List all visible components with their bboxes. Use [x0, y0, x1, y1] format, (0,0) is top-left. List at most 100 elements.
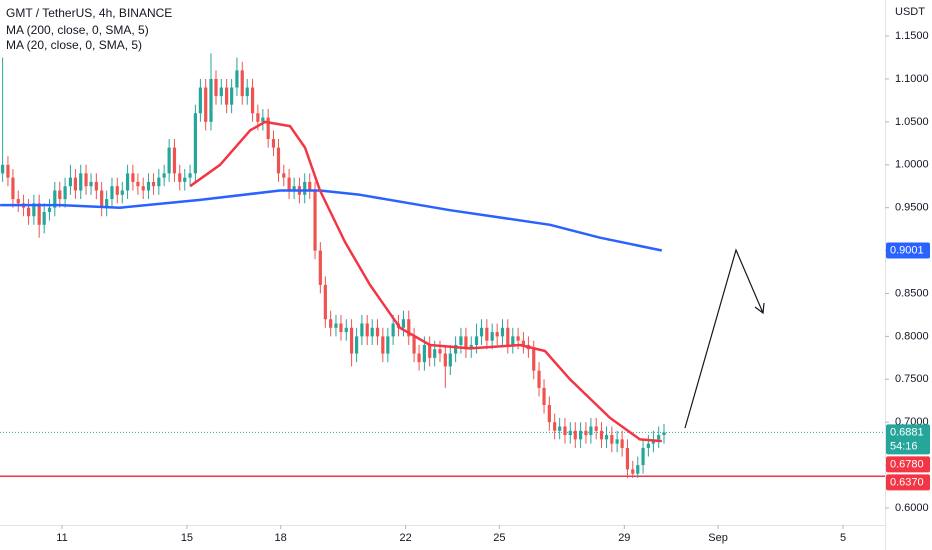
candle-body — [428, 344, 432, 358]
candle-body — [266, 117, 270, 140]
candle-body — [547, 405, 551, 423]
y-tick-label: 0.8500 — [895, 287, 929, 299]
candle-body — [438, 349, 442, 354]
candle-body — [250, 87, 255, 114]
candle-body — [646, 443, 650, 448]
candle-body — [136, 181, 140, 187]
candle-body — [490, 332, 494, 341]
candle-body — [631, 469, 635, 474]
candle-body — [381, 336, 385, 354]
candle-body — [662, 432, 666, 436]
candle-body — [256, 113, 260, 122]
candle-body — [79, 173, 83, 191]
candle-body — [500, 327, 505, 337]
candle-body — [641, 447, 645, 466]
candle-body — [100, 190, 104, 208]
candle-body — [125, 173, 130, 191]
candle-body — [32, 203, 36, 217]
candle-body — [334, 323, 338, 328]
candle-body — [292, 186, 296, 191]
candle-body — [349, 327, 354, 354]
legend-ma200: MA (200, close, 0, SMA, 5) — [6, 23, 149, 37]
candle-body — [615, 439, 619, 444]
candle-body — [178, 173, 182, 182]
x-tick-label: 15 — [181, 532, 193, 544]
candle-body — [433, 349, 437, 358]
price-label-box — [886, 456, 930, 473]
chart-title: GMT / TetherUS, 4h, BINANCE — [6, 6, 172, 20]
candle-body — [198, 87, 202, 114]
candle-body — [459, 336, 463, 345]
candle-body — [303, 181, 307, 195]
candle-body — [245, 87, 249, 97]
candle-body — [589, 426, 593, 436]
candle-body — [183, 177, 187, 182]
candle-body — [240, 70, 244, 97]
candle-body — [94, 181, 98, 191]
candle-body — [599, 430, 604, 440]
candle-body — [610, 435, 614, 444]
candle-body — [16, 199, 20, 204]
candle-body — [162, 173, 166, 178]
candle-body — [521, 340, 526, 345]
candle-body — [568, 430, 572, 436]
x-tick-label: 29 — [618, 532, 630, 544]
candle-body — [365, 323, 369, 337]
y-tick-label: 1.1500 — [895, 30, 929, 42]
candle-body — [573, 430, 577, 440]
candle-body — [386, 336, 390, 354]
candle-body — [58, 190, 62, 200]
candle-body — [151, 181, 156, 187]
price-label: 0.6881 — [890, 426, 924, 438]
candle-body — [464, 336, 468, 350]
candle-body — [73, 177, 78, 191]
candle-body — [105, 199, 109, 208]
price-label: 0.6370 — [890, 476, 924, 488]
candle-body — [417, 353, 421, 363]
candle-body — [84, 173, 88, 187]
x-tick-label: 5 — [840, 532, 846, 544]
moving-average-line — [189, 120, 662, 443]
candle-body — [360, 323, 364, 337]
candle-body — [225, 87, 229, 105]
y-tick-label: 1.0500 — [895, 116, 929, 128]
x-tick-label: 25 — [493, 532, 505, 544]
candle-body — [6, 164, 10, 178]
candle-body — [604, 435, 609, 440]
candle-body — [474, 336, 479, 345]
candle-body — [401, 319, 406, 328]
plot-area — [0, 53, 885, 478]
candle-body — [193, 113, 197, 174]
candle-body — [563, 426, 567, 436]
candle-body — [443, 353, 447, 367]
candle-body — [219, 87, 223, 97]
candle-body — [214, 78, 218, 97]
countdown-label: 54:16 — [890, 440, 918, 452]
candle-body — [391, 323, 395, 337]
price-label-box — [886, 424, 930, 455]
candle-body — [657, 435, 661, 440]
drawn-arrow — [684, 248, 765, 429]
y-tick-label: 0.7500 — [895, 373, 929, 385]
candle-body — [131, 173, 135, 182]
candle-body — [636, 465, 640, 474]
candle-body — [323, 284, 327, 320]
candle-body — [120, 190, 124, 195]
price-label: 0.6780 — [890, 458, 924, 470]
candle-body — [157, 177, 161, 187]
candle-body — [479, 327, 484, 337]
candle-body — [625, 447, 630, 470]
candle-body — [53, 190, 57, 208]
x-tick-label: 22 — [400, 532, 412, 544]
candle-body — [276, 147, 281, 174]
candle-body — [47, 207, 52, 212]
y-tick-label: 1.0000 — [895, 159, 929, 171]
candle-body — [11, 177, 15, 200]
candle-body — [261, 117, 265, 122]
candle-body — [407, 319, 411, 337]
candle-body — [532, 349, 536, 371]
candle-body — [454, 344, 458, 354]
candle-body — [620, 439, 624, 448]
